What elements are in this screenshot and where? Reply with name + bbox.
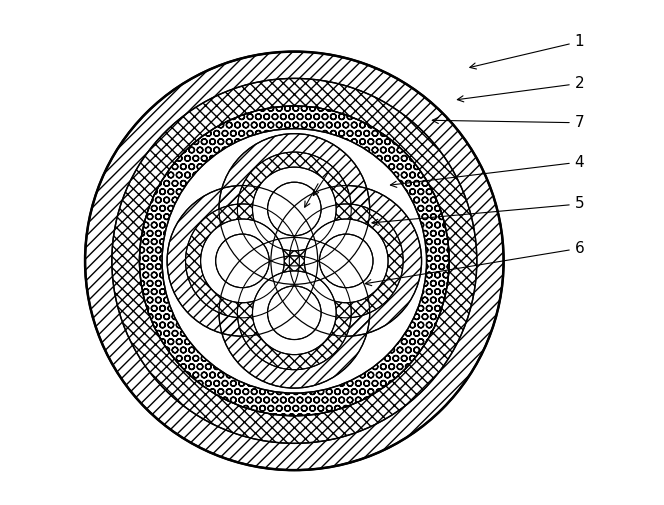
Circle shape (201, 219, 284, 302)
Circle shape (304, 219, 388, 302)
Text: 2: 2 (457, 76, 584, 102)
Circle shape (112, 78, 477, 443)
Circle shape (185, 204, 299, 318)
Circle shape (271, 185, 422, 336)
Circle shape (252, 167, 336, 251)
Text: 4: 4 (390, 155, 584, 187)
Circle shape (304, 219, 388, 302)
Text: 7: 7 (432, 115, 584, 130)
Circle shape (85, 52, 503, 470)
Text: 5: 5 (372, 196, 584, 225)
Circle shape (139, 106, 449, 416)
Circle shape (185, 204, 299, 318)
Text: 1: 1 (470, 34, 584, 69)
Circle shape (238, 256, 351, 370)
Circle shape (319, 234, 373, 288)
Circle shape (290, 204, 403, 318)
Circle shape (201, 219, 284, 302)
Circle shape (216, 234, 269, 288)
Circle shape (252, 167, 336, 251)
Circle shape (139, 106, 449, 416)
Circle shape (238, 152, 351, 266)
Circle shape (112, 78, 477, 443)
Circle shape (268, 286, 321, 339)
Circle shape (162, 129, 426, 393)
Circle shape (290, 204, 403, 318)
Text: 6: 6 (365, 241, 584, 286)
Circle shape (252, 271, 336, 355)
Circle shape (252, 271, 336, 355)
Circle shape (238, 152, 351, 266)
Circle shape (268, 182, 321, 236)
Circle shape (219, 134, 370, 284)
Circle shape (219, 237, 370, 388)
Circle shape (238, 256, 351, 370)
Circle shape (167, 185, 318, 336)
Circle shape (162, 129, 426, 393)
